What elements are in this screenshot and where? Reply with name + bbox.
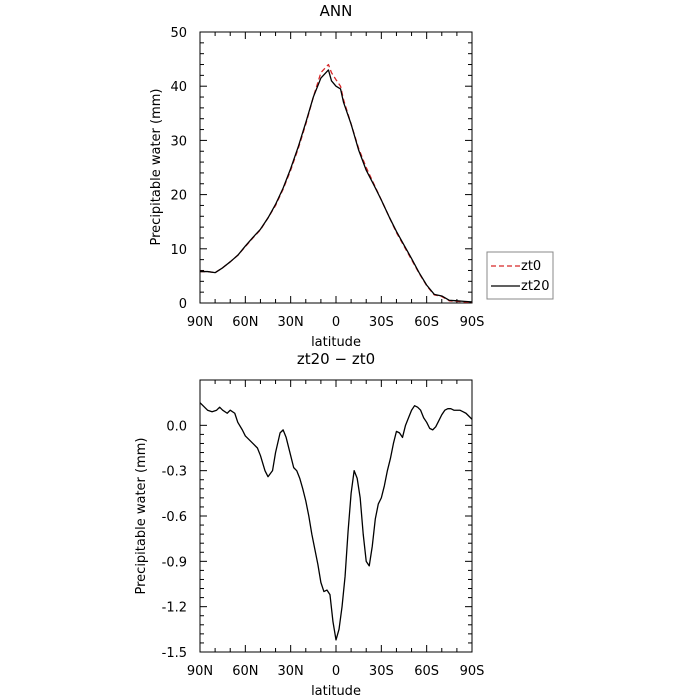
legend-label-zt0: zt0 — [521, 259, 541, 274]
chart-panel-annual: ANN 90N 60N 30N 0 30S 60S 90S 0 10 20 30 40 50 lati… — [149, 2, 554, 350]
x-tick-label: 60N — [232, 664, 258, 679]
x-tick-label: 30N — [278, 315, 304, 330]
legend-label-zt20: zt20 — [521, 279, 549, 294]
y-tick-label: 30 — [170, 134, 187, 149]
axis-ticks — [199, 31, 473, 304]
plot-frame — [199, 379, 473, 653]
x-tick-label: 60S — [414, 664, 439, 679]
x-tick-label: 30S — [369, 315, 394, 330]
x-tick-label: 30N — [278, 664, 304, 679]
y-tick-label: 20 — [170, 189, 187, 204]
axis-ticks — [199, 380, 473, 653]
y-axis-label: Precipitable water (mm) — [149, 89, 164, 246]
y-axis-label: Precipitable water (mm) — [134, 438, 149, 595]
x-tick-label: 90N — [187, 664, 213, 679]
x-axis-label: latitude — [311, 684, 361, 699]
legend: zt0 zt20 — [486, 251, 554, 300]
series-line-zt0 — [200, 63, 473, 304]
y-tick-label: -1.5 — [162, 646, 187, 661]
y-tick-label: -0.9 — [162, 555, 187, 570]
x-tick-label: 0 — [332, 315, 340, 330]
legend-box — [486, 251, 554, 300]
y-tick-labels: 0.0 -0.3 -0.6 -0.9 -1.2 -1.5 — [162, 419, 187, 661]
y-tick-label: -0.3 — [162, 465, 187, 480]
y-tick-label: 10 — [170, 243, 187, 258]
x-tick-label: 60S — [414, 315, 439, 330]
series-lines — [199, 402, 473, 641]
plot-frame — [199, 31, 473, 304]
y-tick-label: -1.2 — [162, 601, 187, 616]
y-tick-label: -0.6 — [162, 510, 187, 525]
series-line-series-0 — [199, 402, 473, 641]
chart-title: ANN — [320, 2, 353, 20]
chart-title: zt20 − zt0 — [297, 350, 375, 368]
y-tick-label: 0.0 — [166, 419, 187, 434]
y-tick-label: 50 — [170, 26, 187, 41]
x-axis-label: latitude — [311, 335, 361, 350]
series-lines — [200, 63, 473, 304]
x-tick-labels: 90N 60N 30N 0 30S 60S 90S — [187, 664, 485, 679]
x-tick-label: 90S — [460, 664, 485, 679]
x-tick-label: 0 — [332, 664, 340, 679]
x-tick-label: 30S — [369, 664, 394, 679]
y-tick-labels: 0 10 20 30 40 50 — [170, 26, 187, 312]
x-tick-label: 90N — [187, 315, 213, 330]
y-tick-label: 40 — [170, 80, 187, 95]
y-tick-label: 0 — [179, 297, 187, 312]
x-tick-label: 60N — [232, 315, 258, 330]
x-tick-label: 90S — [460, 315, 485, 330]
series-line-zt20 — [200, 69, 473, 303]
chart-panel-difference: zt20 − zt0 90N 60N 30N 0 30S 60S 90S 0.0 -0.3 -0… — [134, 350, 484, 699]
x-tick-labels: 90N 60N 30N 0 30S 60S 90S — [187, 315, 485, 330]
